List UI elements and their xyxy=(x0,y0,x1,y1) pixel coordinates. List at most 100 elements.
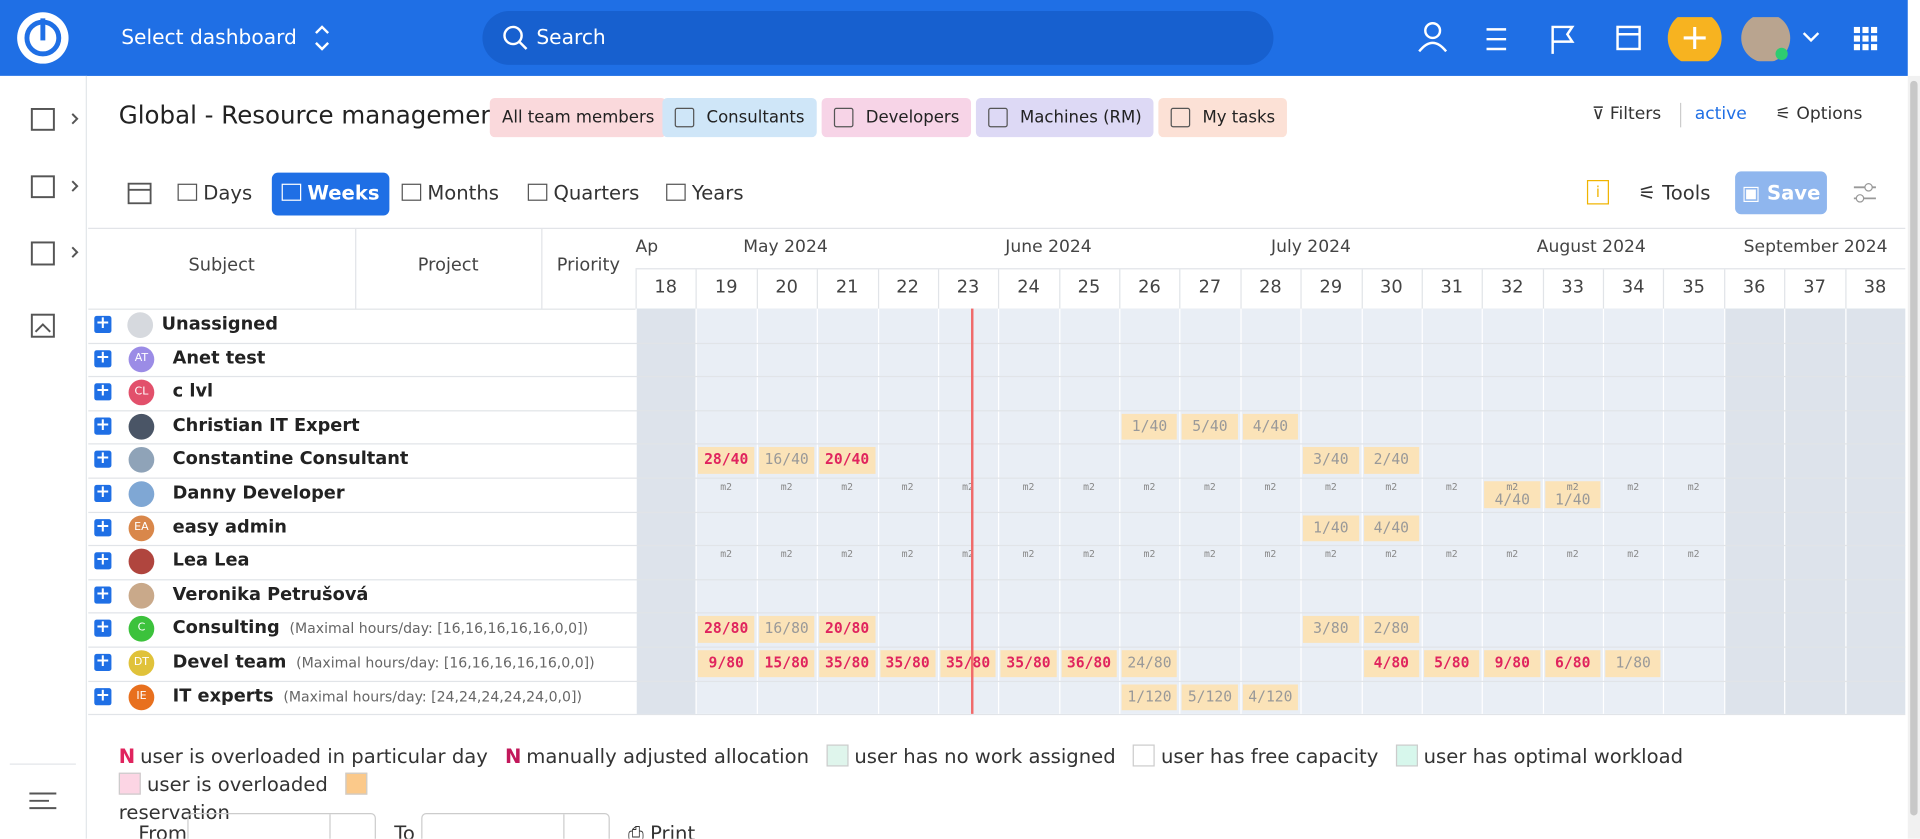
month-label: June 2024 xyxy=(1005,237,1092,258)
filter-tag[interactable]: My tasks xyxy=(1158,97,1288,138)
row-name[interactable]: Consulting (Maximal hours/day: [16,16,16,… xyxy=(173,619,588,639)
row-name[interactable]: c lvl xyxy=(173,382,213,402)
marker-label: m2 xyxy=(1566,481,1579,493)
tag-icon xyxy=(1170,107,1191,128)
expand-button[interactable]: + xyxy=(94,550,112,570)
expand-button[interactable]: + xyxy=(94,313,112,334)
week-divider xyxy=(1421,269,1423,309)
week-divider xyxy=(1179,269,1181,309)
allocation-cell: 5/40 xyxy=(1182,413,1238,441)
week-label: 28 xyxy=(1259,277,1282,298)
row-name[interactable]: Christian IT Expert xyxy=(173,416,360,436)
legend-swatch xyxy=(1395,744,1418,767)
marker-label: m2 xyxy=(780,548,793,560)
allocation-cell: 1/40 xyxy=(1303,515,1359,542)
print-button[interactable]: ⎙ Print xyxy=(628,822,695,839)
week-divider xyxy=(1844,269,1847,309)
from-input[interactable] xyxy=(187,813,376,839)
row-name[interactable]: easy admin xyxy=(173,517,287,537)
expand-button[interactable]: + xyxy=(94,482,112,503)
row-name[interactable]: Constantine Consultant xyxy=(173,450,409,470)
info-icon[interactable]: i xyxy=(1586,180,1609,205)
options-button[interactable]: ⚟ Options xyxy=(1775,104,1863,124)
view-button[interactable]: Days xyxy=(177,173,262,215)
week-column xyxy=(1240,308,1300,714)
marker-label: m2 xyxy=(1022,481,1035,493)
column-header: Project xyxy=(417,255,479,276)
view-button[interactable]: Years xyxy=(666,173,753,215)
marker-label: m2 xyxy=(1627,481,1640,493)
print-label: Print xyxy=(650,821,696,839)
search-box[interactable]: Search xyxy=(482,11,1274,65)
marker-label: m2 xyxy=(1264,548,1277,560)
row-name[interactable]: Devel team (Maximal hours/day: [16,16,16,… xyxy=(173,653,595,673)
view-button[interactable]: Quarters xyxy=(527,173,649,215)
filter-tag[interactable]: Machines (RM) xyxy=(975,97,1154,138)
avatar-initials: IE xyxy=(136,690,147,703)
settings-icon[interactable] xyxy=(1851,180,1878,207)
tools-label: Tools xyxy=(1662,181,1711,205)
marker-label: m2 xyxy=(1264,481,1277,493)
marker-label: m2 xyxy=(1566,548,1579,560)
avatar-initials: EA xyxy=(134,521,149,534)
month-label: September 2024 xyxy=(1743,237,1888,258)
view-button[interactable]: Weeks xyxy=(271,172,390,216)
row-name[interactable]: Danny Developer xyxy=(173,484,345,504)
row-name[interactable]: Unassigned xyxy=(162,315,278,335)
save-button[interactable]: ▣ Save xyxy=(1735,171,1827,215)
tools-button[interactable]: ⚟ Tools xyxy=(1638,181,1711,205)
row-line xyxy=(88,680,1906,682)
row-line xyxy=(88,646,1906,648)
scrollbar xyxy=(1907,75,1920,839)
row-name[interactable]: IT experts (Maximal hours/day: [24,24,24,… xyxy=(173,686,582,706)
expand-button[interactable]: + xyxy=(94,685,112,705)
week-column xyxy=(1119,308,1179,714)
expand-button[interactable]: + xyxy=(94,347,112,367)
week-label: 26 xyxy=(1138,277,1161,298)
avatar xyxy=(128,582,155,609)
tag-label: Developers xyxy=(865,107,960,128)
marker-label: m2 xyxy=(1324,548,1337,560)
expand-button[interactable]: + xyxy=(94,583,112,604)
row-name[interactable]: Veronika Petrušová xyxy=(173,585,369,605)
week-label: 29 xyxy=(1319,277,1343,298)
marker-label: m2 xyxy=(901,481,914,493)
allocation-cell: 2/40 xyxy=(1363,447,1420,474)
tag-icon xyxy=(674,107,695,128)
allocation-cell: 1/40 xyxy=(1121,413,1178,441)
row-name[interactable]: Anet test xyxy=(173,348,266,368)
expand-button[interactable]: + xyxy=(94,516,112,536)
week-divider xyxy=(635,269,637,309)
calendar-icon[interactable] xyxy=(127,181,154,205)
column-header: Priority xyxy=(556,255,620,276)
week-divider xyxy=(1300,269,1302,309)
filter-tag[interactable]: All team members xyxy=(489,97,667,138)
week-column xyxy=(1663,308,1723,714)
row-line xyxy=(88,714,1905,715)
save-label: Save xyxy=(1766,181,1821,205)
dashboard-select[interactable]: Select dashboard xyxy=(121,25,297,49)
row-label: IT experts xyxy=(172,686,274,707)
column-divider xyxy=(541,228,543,309)
filter-tag[interactable]: Developers xyxy=(821,97,972,138)
week-column xyxy=(1421,308,1482,714)
to-input[interactable] xyxy=(421,813,610,839)
avatar xyxy=(128,548,155,575)
view-button[interactable]: Months xyxy=(401,173,509,215)
allocation-cell: 24/80 xyxy=(1121,650,1178,677)
allocation-cell: 4/120 xyxy=(1242,683,1299,711)
filters-button[interactable]: ⊽ Filters xyxy=(1591,104,1662,124)
expand-button[interactable]: + xyxy=(94,448,112,469)
filter-tag[interactable]: Consultants xyxy=(662,97,817,138)
week-label: 37 xyxy=(1803,277,1826,298)
expand-button[interactable]: + xyxy=(94,414,112,435)
marker-label: m2 xyxy=(1143,548,1156,560)
row-name[interactable]: Lea Lea xyxy=(173,551,250,571)
expand-button[interactable]: + xyxy=(94,617,112,638)
expand-button[interactable]: + xyxy=(94,651,112,672)
week-label: 22 xyxy=(896,277,919,298)
expand-button[interactable]: + xyxy=(94,381,112,401)
column-divider xyxy=(355,228,357,309)
marker-label: m2 xyxy=(1385,548,1398,560)
